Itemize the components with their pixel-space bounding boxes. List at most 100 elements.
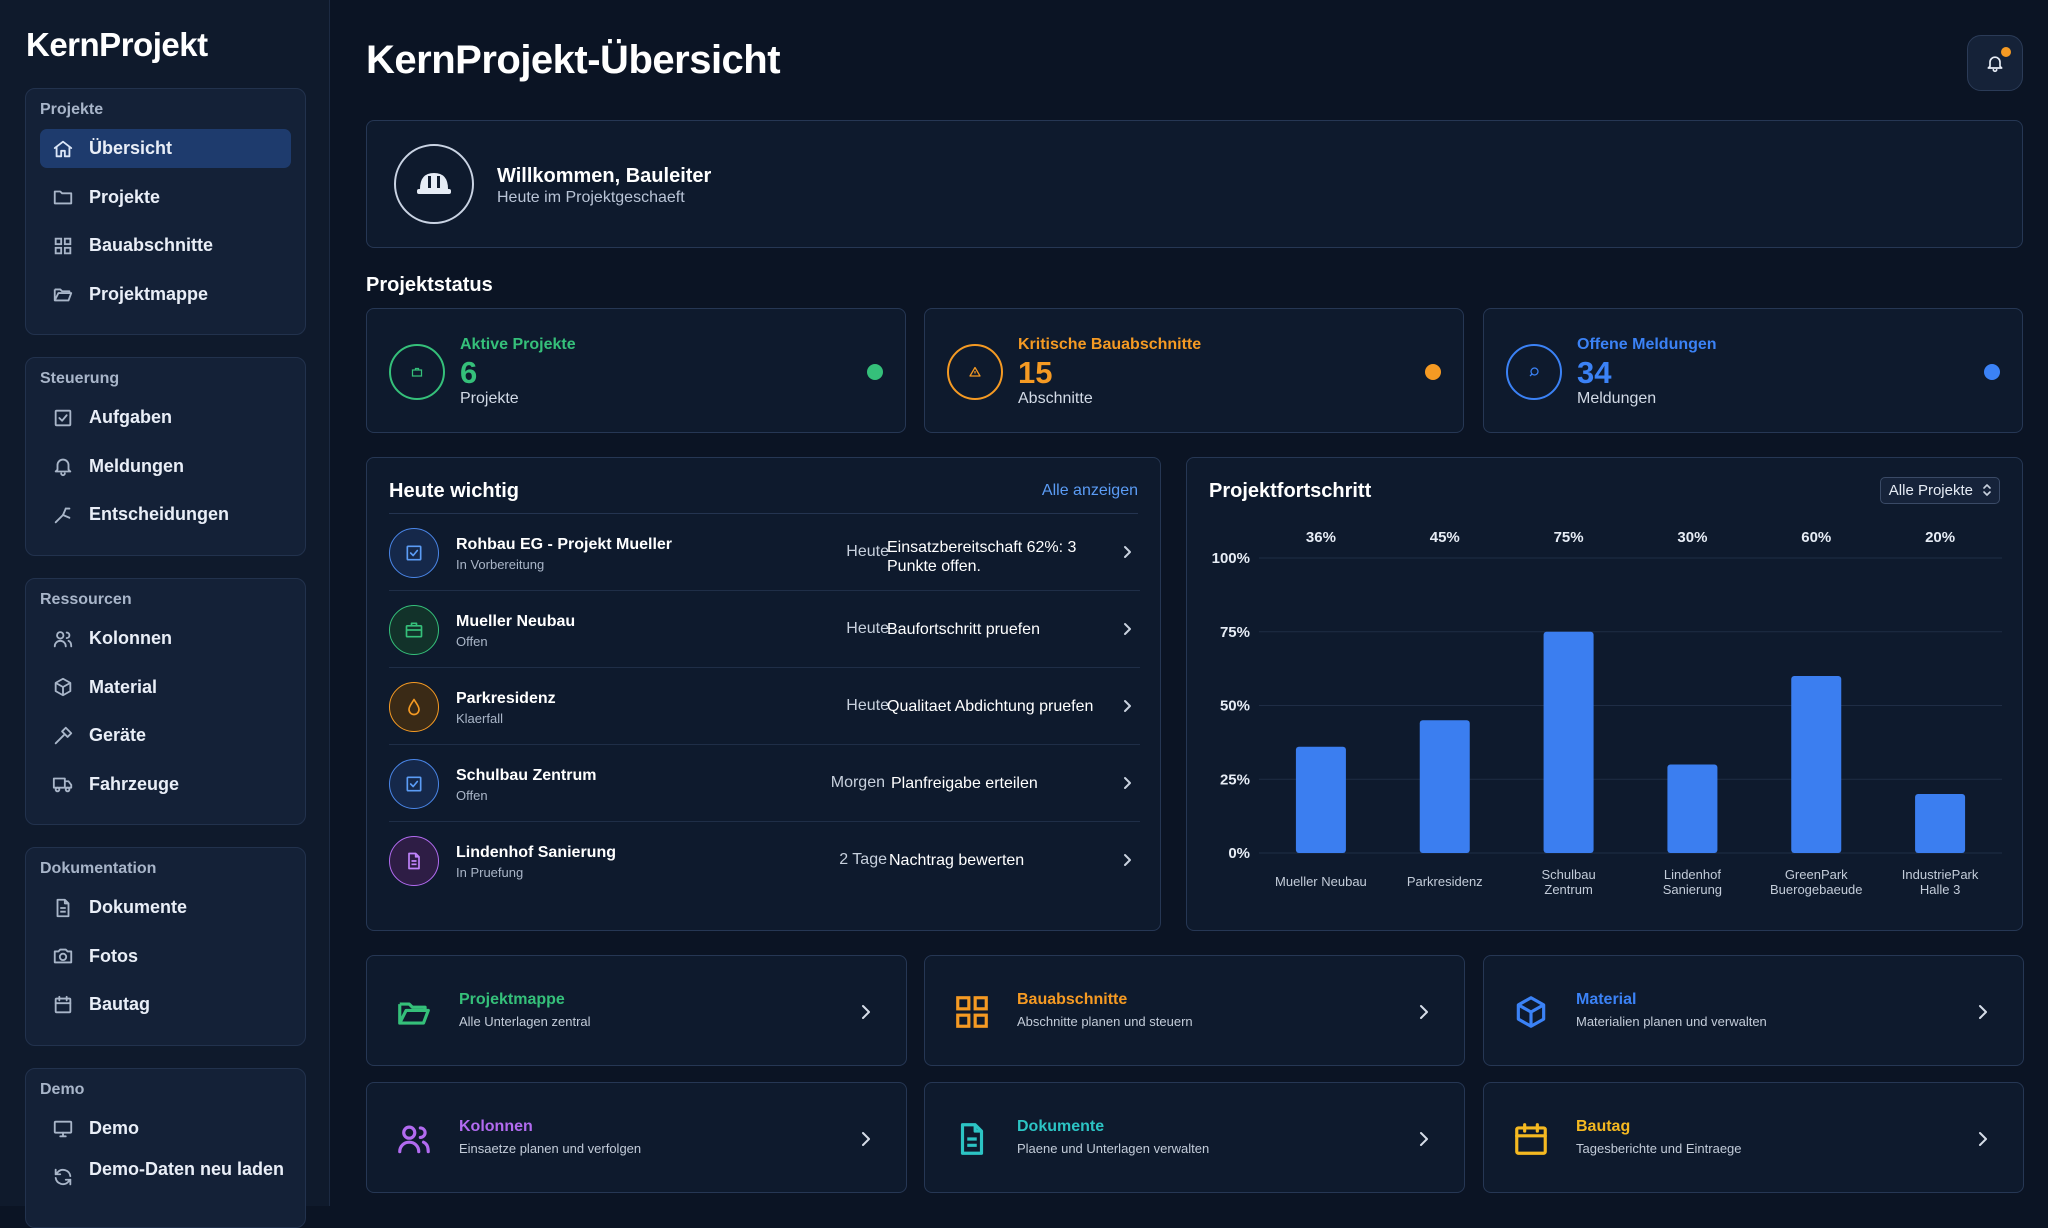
bar-value-label: 45%: [1430, 529, 1460, 546]
sidebar-item-kolonnen[interactable]: Kolonnen: [40, 619, 291, 658]
x-tick-label: Mueller Neubau: [1275, 874, 1367, 889]
folder-icon: [53, 190, 73, 205]
x-tick-label: Parkresidenz: [1407, 874, 1483, 889]
stat-unit: Projekte: [460, 390, 519, 407]
chart-bar: [1667, 764, 1718, 853]
sidebar-item-meldungen[interactable]: Meldungen: [40, 447, 291, 486]
project-filter-select[interactable]: Alle Projekte: [1879, 477, 2000, 504]
sidebar-item-bauabschnitte[interactable]: Bauabschnitte: [40, 226, 291, 265]
quick-link-projektmappe[interactable]: Projektmappe Alle Unterlagen zentral: [366, 955, 907, 1066]
progress-title: Projektfortschritt: [1209, 480, 1372, 502]
quick-link-material[interactable]: Material Materialien planen und verwalte…: [1483, 955, 2024, 1066]
nav-group-title: Projekte: [40, 101, 104, 118]
task-action: Einsatzbereitschaft 62%: 3 Punkte offen.: [887, 539, 1077, 575]
checkbox-icon: [389, 528, 439, 578]
users-icon: [53, 630, 73, 647]
chevron-updown-icon: [1983, 484, 1991, 496]
bell-icon: [54, 458, 72, 477]
page-title: KernProjekt-Übersicht: [366, 38, 781, 82]
stat-title: Aktive Projekte: [460, 336, 576, 353]
briefcase-icon: [389, 605, 439, 655]
task-status: In Vorbereitung: [456, 557, 545, 572]
quick-link-title: Bautag: [1576, 1118, 1631, 1135]
document-icon: [960, 1123, 984, 1155]
stat-value: 34: [1577, 355, 1612, 390]
task-row[interactable]: Lindenhof Sanierung In Pruefung 2 Tage N…: [389, 822, 1140, 898]
sidebar-item-projektmappe[interactable]: Projektmappe: [40, 275, 291, 314]
stat-card-kritische-bauabschnitte[interactable]: Kritische Bauabschnitte 15 Abschnitte: [924, 308, 1464, 433]
quick-link-bauabschnitte[interactable]: Bauabschnitte Abschnitte planen und steu…: [924, 955, 1465, 1066]
task-row[interactable]: Mueller Neubau Offen Heute Baufortschrit…: [389, 591, 1140, 668]
sidebar-item-aufgaben[interactable]: Aufgaben: [40, 398, 291, 437]
y-tick-label: 50%: [1220, 698, 1250, 715]
nav-group-projekte: Projekte Übersicht Projekte Bauabschnitt…: [25, 88, 306, 335]
x-tick-label: Halle 3: [1920, 882, 1960, 897]
x-tick-label: Zentrum: [1544, 882, 1592, 897]
sidebar-item-projekte[interactable]: Projekte: [40, 178, 291, 217]
status-dot: [867, 364, 883, 380]
quick-link-subtitle: Tagesberichte und Eintraege: [1576, 1141, 1742, 1156]
chevron-right-icon: [1124, 700, 1131, 712]
sidebar-item-label: Fotos: [89, 945, 138, 966]
x-tick-label: Buerogebaeude: [1770, 882, 1863, 897]
sidebar-item-label: Demo-Daten neu laden: [89, 1158, 285, 1179]
task-due: 2 Tage: [839, 851, 887, 868]
sidebar-item-uebersicht[interactable]: Übersicht: [40, 129, 291, 168]
show-all-link[interactable]: Alle anzeigen: [1041, 482, 1138, 499]
sidebar-item-fahrzeuge[interactable]: Fahrzeuge: [40, 765, 291, 804]
quick-link-title: Dokumente: [1017, 1118, 1105, 1135]
folder-open-icon: [53, 288, 73, 302]
box-icon: [54, 677, 72, 697]
stat-value: 6: [460, 355, 478, 390]
nav-group-steuerung: Steuerung Aufgaben Meldungen Entscheidun…: [25, 357, 306, 556]
chart-bar: [1915, 794, 1966, 853]
sidebar-item-label: Dokumente: [89, 897, 188, 917]
x-tick-label: IndustriePark: [1902, 867, 1979, 882]
sidebar-item-label: Entscheidungen: [89, 504, 230, 524]
sidebar-item-material[interactable]: Material: [40, 668, 291, 707]
quick-link-dokumente[interactable]: Dokumente Plaene und Unterlagen verwalte…: [924, 1082, 1465, 1193]
users-icon: [398, 1125, 430, 1154]
sidebar-item-bautag[interactable]: Bautag: [40, 985, 291, 1024]
sidebar: KernProjekt Projekte Übersicht Projekte …: [0, 0, 330, 1228]
task-name: Parkresidenz: [456, 690, 556, 707]
sidebar-item-demo-reload[interactable]: Demo-Daten neu laden: [40, 1158, 291, 1202]
today-panel: Heute wichtig Alle anzeigen Rohbau EG - …: [366, 457, 1161, 931]
task-status: Offen: [456, 788, 488, 803]
divider: [389, 513, 1138, 514]
stat-card-aktive-projekte[interactable]: Aktive Projekte 6 Projekte: [366, 308, 906, 433]
bar-value-label: 36%: [1306, 529, 1336, 546]
sidebar-item-label: Fahrzeuge: [89, 773, 180, 794]
sidebar-item-label: Bauabschnitte: [89, 235, 214, 255]
task-row[interactable]: Parkresidenz Klaerfall Heute Qualitaet A…: [389, 668, 1140, 745]
sidebar-item-dokumente[interactable]: Dokumente: [40, 888, 291, 927]
sidebar-item-demo[interactable]: Demo: [40, 1109, 291, 1148]
task-row[interactable]: Rohbau EG - Projekt Mueller In Vorbereit…: [389, 514, 1140, 591]
folder-open-icon: [398, 1002, 430, 1025]
notifications-button[interactable]: [1967, 35, 2023, 91]
chevron-right-icon: [862, 1132, 870, 1146]
chevron-right-icon: [1979, 1132, 1987, 1146]
sidebar-item-label: Übersicht: [89, 138, 173, 158]
sidebar-item-entscheidungen[interactable]: Entscheidungen: [40, 495, 291, 534]
quick-link-kolonnen[interactable]: Kolonnen Einsaetze planen und verfolgen: [366, 1082, 907, 1193]
stat-card-offene-meldungen[interactable]: Offene Meldungen 34 Meldungen: [1483, 308, 2023, 433]
sidebar-item-label: Material: [89, 676, 158, 697]
checkbox-icon: [54, 409, 72, 426]
task-action: Nachtrag bewerten: [889, 852, 1025, 869]
task-status: Klaerfall: [456, 711, 503, 726]
chevron-right-icon: [862, 1005, 870, 1019]
sidebar-item-fotos[interactable]: Fotos: [40, 937, 291, 976]
task-name: Rohbau EG - Projekt Mueller: [456, 536, 673, 553]
welcome-subtitle: Heute im Projektgeschaeft: [497, 189, 685, 206]
sidebar-item-label: Demo: [89, 1118, 140, 1138]
sidebar-item-label: Aufgaben: [89, 407, 172, 427]
sidebar-item-geraete[interactable]: Geräte: [40, 716, 291, 755]
bar-value-label: 75%: [1554, 529, 1584, 546]
quick-link-bautag[interactable]: Bautag Tagesberichte und Eintraege: [1483, 1082, 2024, 1193]
sidebar-item-label: Bautag: [89, 994, 151, 1014]
stat-title: Offene Meldungen: [1577, 336, 1717, 353]
chart-bar: [1419, 720, 1470, 853]
task-row[interactable]: Schulbau Zentrum Offen Morgen Planfreiga…: [389, 745, 1140, 822]
bar-value-label: 20%: [1925, 529, 1955, 546]
